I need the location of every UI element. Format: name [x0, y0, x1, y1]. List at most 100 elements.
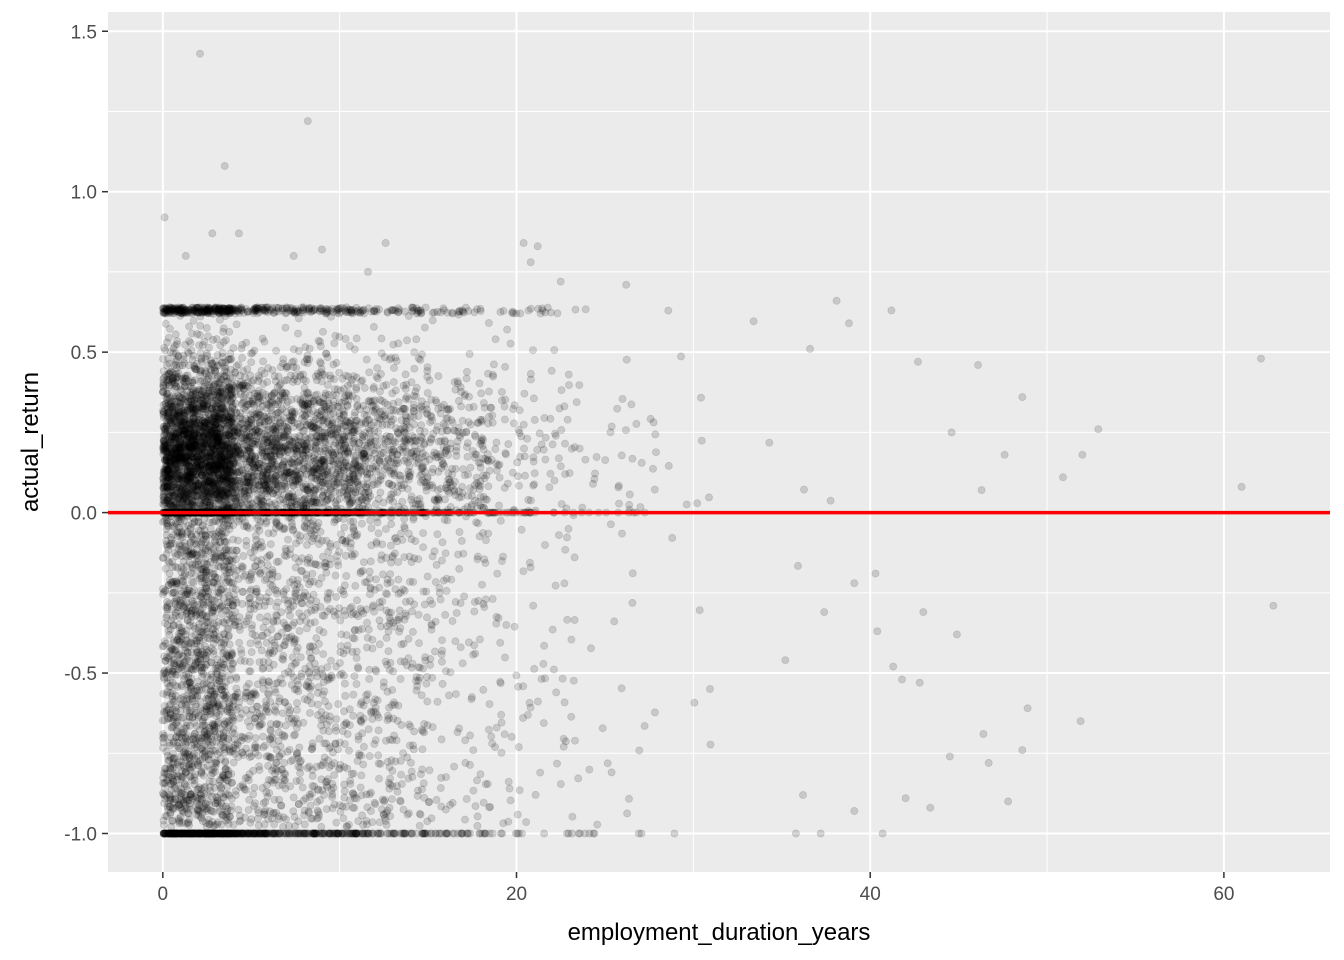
- data-point: [287, 408, 296, 417]
- data-point: [329, 360, 338, 369]
- data-point: [250, 562, 259, 571]
- data-point: [274, 303, 283, 312]
- data-point: [182, 670, 191, 679]
- data-point: [183, 403, 192, 412]
- data-point: [339, 443, 348, 452]
- data-point: [324, 399, 333, 408]
- data-point: [502, 621, 511, 630]
- data-point: [370, 740, 379, 749]
- data-point: [533, 697, 542, 706]
- data-point: [526, 563, 535, 572]
- data-point: [454, 396, 463, 405]
- data-point: [497, 710, 506, 719]
- data-point: [492, 438, 501, 447]
- data-point: [385, 784, 394, 793]
- data-point: [510, 401, 519, 410]
- data-point: [236, 390, 245, 399]
- data-point: [258, 829, 267, 838]
- data-point: [169, 577, 178, 586]
- data-point: [197, 769, 206, 778]
- data-point: [378, 570, 387, 579]
- grid-minor: [108, 12, 1330, 872]
- data-point: [436, 308, 445, 317]
- data-point: [218, 618, 227, 627]
- data-point: [219, 640, 228, 649]
- data-point: [283, 463, 292, 472]
- data-point: [397, 721, 406, 730]
- data-point: [257, 631, 266, 640]
- data-point: [283, 535, 292, 544]
- data-point: [278, 395, 287, 404]
- data-point: [260, 417, 269, 426]
- data-point: [389, 363, 398, 372]
- data-point: [202, 829, 211, 838]
- data-point: [472, 518, 481, 527]
- data-point: [391, 386, 400, 395]
- data-point: [554, 454, 563, 463]
- data-point: [200, 434, 209, 443]
- data-point: [356, 783, 365, 792]
- data-point: [483, 369, 492, 378]
- data-point: [327, 673, 336, 682]
- data-point: [400, 657, 409, 666]
- data-point: [548, 440, 557, 449]
- data-point: [238, 829, 247, 838]
- data-point: [171, 445, 180, 454]
- data-point: [341, 691, 350, 700]
- data-point: [236, 656, 245, 665]
- data-point: [677, 352, 686, 361]
- data-point: [213, 413, 222, 422]
- data-point: [212, 482, 221, 491]
- data-point: [519, 567, 528, 576]
- data-point: [339, 814, 348, 823]
- data-point: [442, 446, 451, 455]
- data-point: [552, 688, 561, 697]
- data-point: [301, 829, 310, 838]
- data-point: [290, 730, 299, 739]
- data-point: [436, 784, 445, 793]
- data-point: [501, 362, 510, 371]
- data-point: [749, 317, 758, 326]
- data-point: [349, 436, 358, 445]
- data-point: [342, 437, 351, 446]
- data-point: [161, 764, 170, 773]
- data-point: [271, 422, 280, 431]
- data-point: [617, 684, 626, 693]
- data-point: [177, 306, 186, 315]
- data-point: [239, 552, 248, 561]
- data-point: [456, 643, 465, 652]
- data-point: [163, 427, 172, 436]
- data-point: [311, 560, 320, 569]
- data-point: [202, 648, 211, 657]
- data-point: [565, 469, 574, 478]
- data-point: [457, 402, 466, 411]
- data-point: [373, 518, 382, 527]
- data-point: [204, 453, 213, 462]
- data-point: [471, 802, 480, 811]
- data-point: [200, 488, 209, 497]
- data-point: [251, 741, 260, 750]
- data-point: [390, 549, 399, 558]
- data-point: [430, 495, 439, 504]
- data-point: [307, 829, 316, 838]
- data-point: [160, 308, 169, 317]
- data-point: [559, 734, 568, 743]
- data-point: [503, 325, 512, 334]
- data-point: [297, 669, 306, 678]
- data-point: [635, 746, 644, 755]
- data-point: [300, 811, 309, 820]
- data-point: [205, 492, 214, 501]
- data-point: [398, 497, 407, 506]
- data-point: [475, 379, 484, 388]
- data-point: [257, 646, 266, 655]
- data-point: [431, 396, 440, 405]
- data-point: [394, 502, 403, 511]
- data-point: [216, 829, 225, 838]
- data-point: [289, 345, 298, 354]
- data-point: [237, 306, 246, 315]
- data-point: [318, 456, 327, 465]
- data-point: [650, 485, 659, 494]
- data-point: [400, 553, 409, 562]
- data-point: [197, 450, 206, 459]
- data-point: [174, 781, 183, 790]
